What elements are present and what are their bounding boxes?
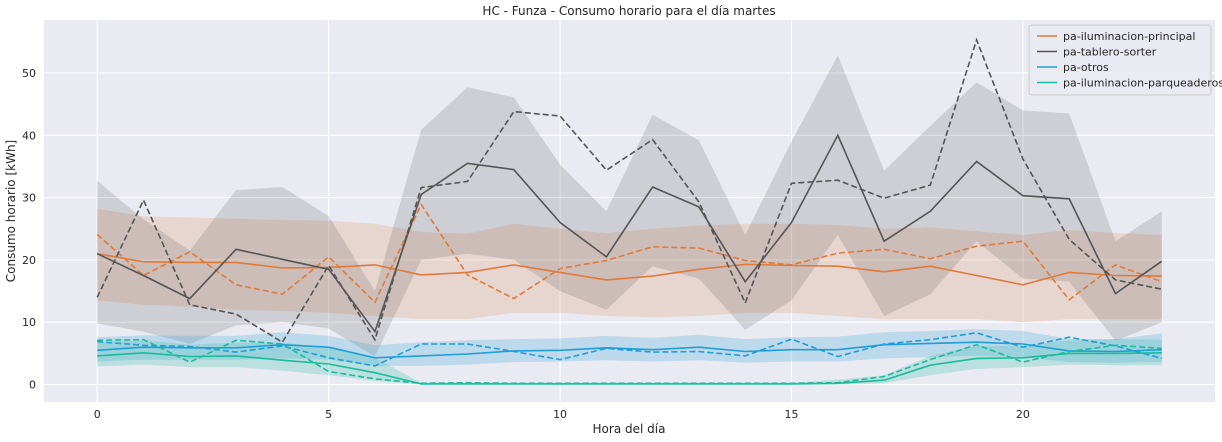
confidence-band [97,55,1162,357]
series-lines [96,37,1163,385]
x-axis-ticks: 0 5 10 15 20 [94,408,1030,421]
confidence-band [97,339,1162,385]
x-tick-label: 0 [94,408,101,421]
legend-label: pa-iluminacion-parqueaderos [1063,77,1222,90]
series-dashed-line [96,37,1162,344]
series-mean-line [96,133,1163,334]
y-tick-label: 0 [29,379,36,392]
y-tick-label: 50 [22,67,36,80]
y-tick-label: 20 [22,254,36,267]
series-dashed-line [97,338,1162,385]
series-dashed-line [97,331,1163,367]
y-tick-label: 30 [22,192,36,205]
y-axis-label: Consumo horario [kWh] [4,140,18,282]
confidence-band [97,329,1162,366]
grid [44,20,1215,402]
x-axis-label: Hora del día [593,422,666,436]
chart-title: HC - Funza - Consumo horario para el día… [482,4,775,18]
legend-box [1028,24,1212,96]
legend-label: pa-otros [1063,61,1109,74]
legend-label: pa-iluminacion-principal [1063,30,1195,43]
confidence-bands [97,55,1162,385]
x-tick-label: 5 [325,408,332,421]
x-tick-label: 15 [784,408,798,421]
y-tick-label: 10 [22,316,36,329]
series-dashed-line [96,202,1163,304]
series-mean-line [97,341,1162,359]
legend: pa-iluminacion-principal pa-tablero-sorte… [1028,24,1222,96]
x-tick-label: 10 [553,408,567,421]
legend-label: pa-tablero-sorter [1063,46,1157,59]
y-axis-ticks: 0 10 20 30 40 50 [22,67,36,392]
x-tick-label: 20 [1016,408,1030,421]
series-mean-line [97,252,1162,286]
confidence-band [97,208,1162,323]
y-tick-label: 40 [22,129,36,142]
plot-background [44,20,1215,402]
